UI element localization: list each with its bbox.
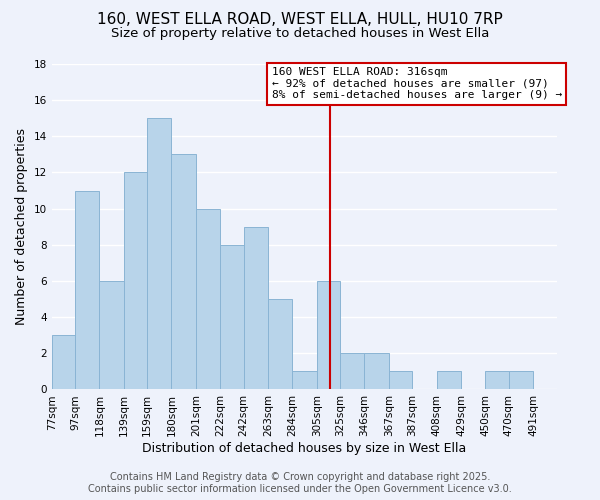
Bar — [147, 118, 172, 390]
Bar — [364, 354, 389, 390]
X-axis label: Distribution of detached houses by size in West Ella: Distribution of detached houses by size … — [142, 442, 467, 455]
Bar — [124, 172, 147, 390]
Text: Size of property relative to detached houses in West Ella: Size of property relative to detached ho… — [111, 28, 489, 40]
Bar — [509, 372, 533, 390]
Text: 160, WEST ELLA ROAD, WEST ELLA, HULL, HU10 7RP: 160, WEST ELLA ROAD, WEST ELLA, HULL, HU… — [97, 12, 503, 28]
Bar — [75, 190, 100, 390]
Bar — [220, 245, 244, 390]
Text: Contains HM Land Registry data © Crown copyright and database right 2025.: Contains HM Land Registry data © Crown c… — [110, 472, 490, 482]
Bar — [437, 372, 461, 390]
Bar — [292, 372, 317, 390]
Text: 160 WEST ELLA ROAD: 316sqm
← 92% of detached houses are smaller (97)
8% of semi-: 160 WEST ELLA ROAD: 316sqm ← 92% of deta… — [272, 68, 562, 100]
Bar — [485, 372, 509, 390]
Bar — [52, 335, 75, 390]
Bar — [317, 281, 340, 390]
Text: Contains public sector information licensed under the Open Government Licence v3: Contains public sector information licen… — [88, 484, 512, 494]
Y-axis label: Number of detached properties: Number of detached properties — [15, 128, 28, 325]
Bar — [172, 154, 196, 390]
Bar — [340, 354, 364, 390]
Bar — [244, 226, 268, 390]
Bar — [196, 208, 220, 390]
Bar — [268, 299, 292, 390]
Bar — [100, 281, 124, 390]
Bar — [389, 372, 412, 390]
